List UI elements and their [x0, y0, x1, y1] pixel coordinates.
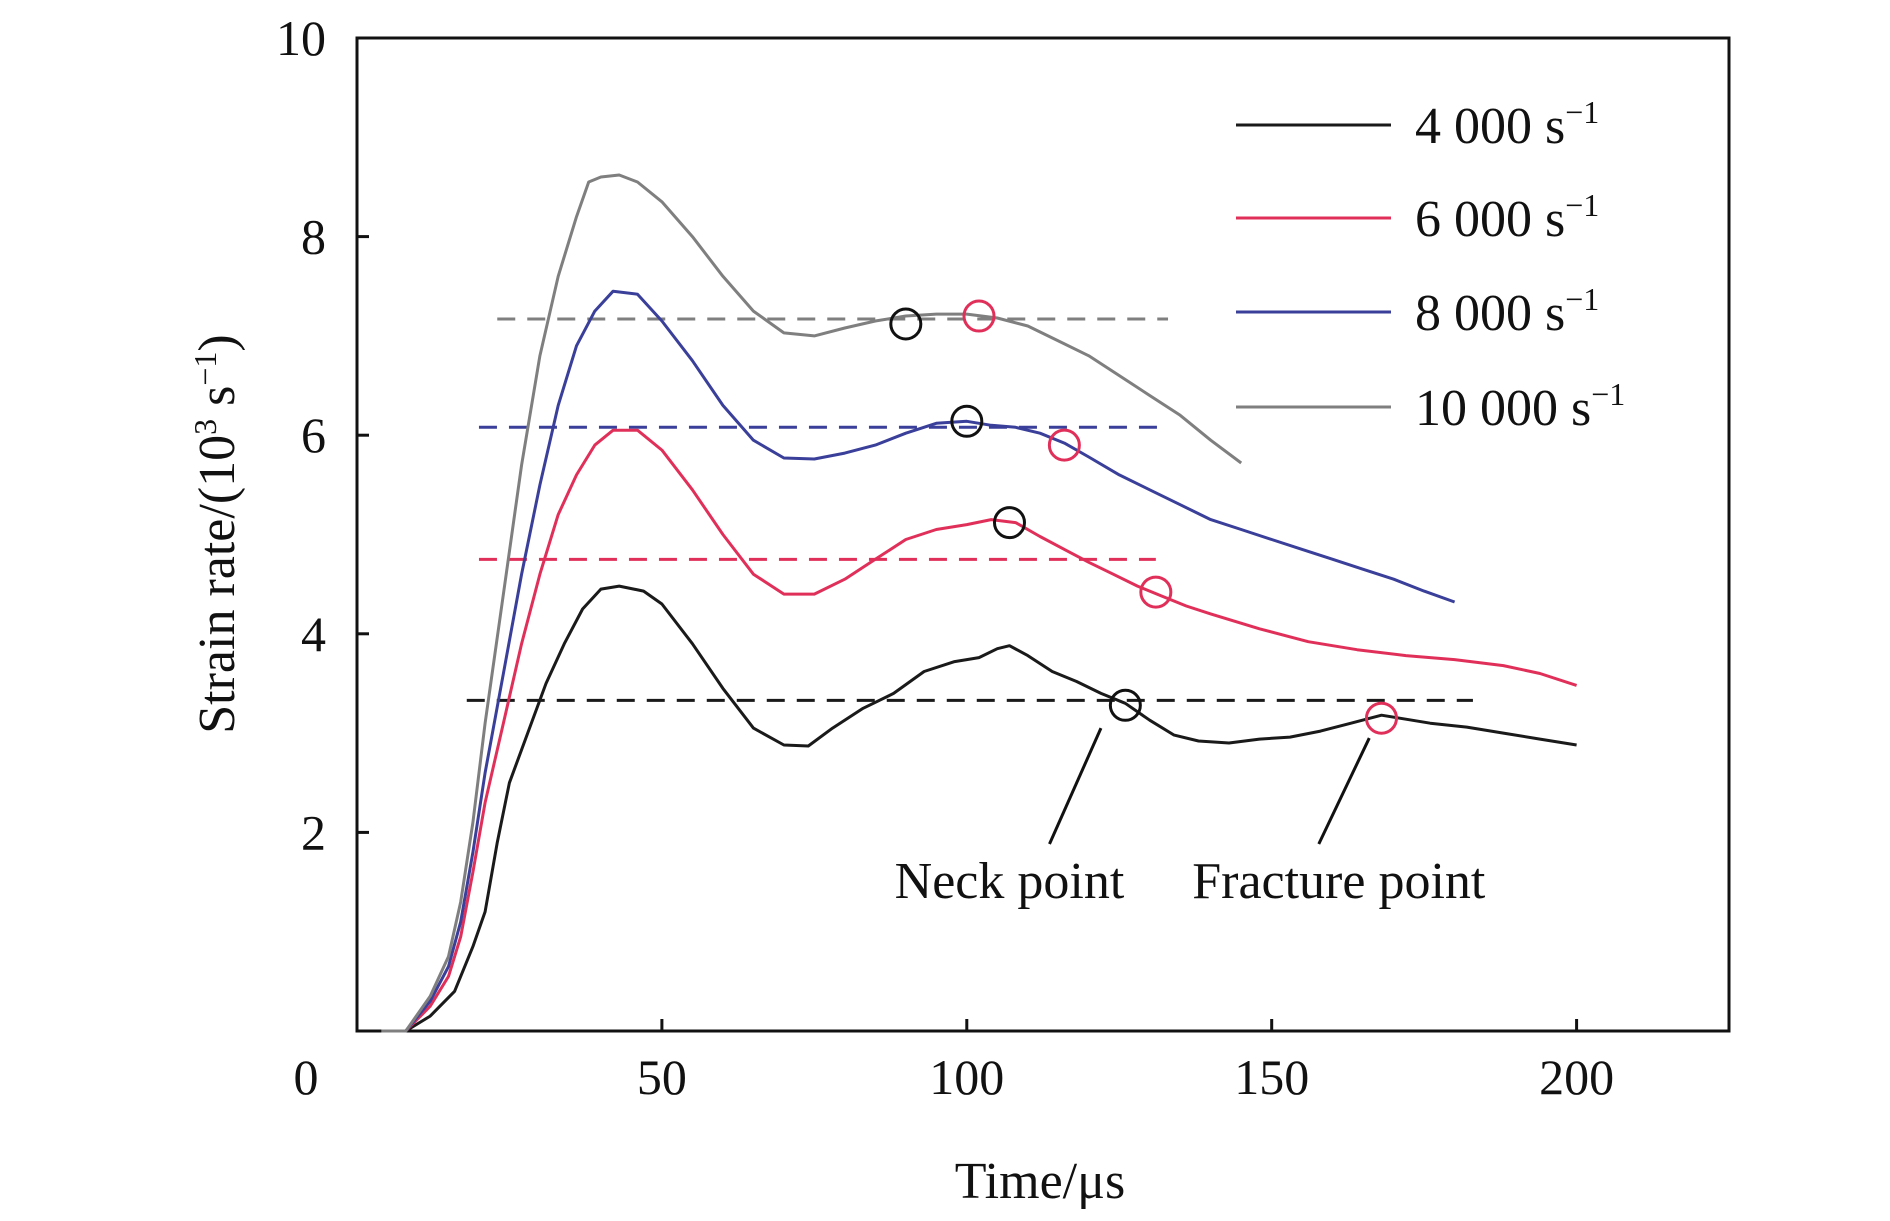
- annotations: Neck point Fracture point: [895, 727, 1486, 910]
- neck-point-marker-1: [1108, 688, 1142, 722]
- fracture-point-marker-3: [1047, 428, 1081, 462]
- x-tick-label-4: 150: [1234, 1049, 1309, 1105]
- fracture-point-marker-4: [962, 299, 996, 333]
- series-line-4: [381, 173, 1243, 1033]
- series-line-2: [381, 428, 1578, 1033]
- y-tick-label-5: 10: [276, 10, 326, 66]
- x-tick-label-5: 200: [1539, 1049, 1614, 1105]
- x-tick-label-3: 100: [929, 1049, 1004, 1105]
- x-axis-title: Time/μs: [955, 1153, 1125, 1210]
- annotation-label-1: Neck point: [895, 853, 1125, 910]
- series-lines: [381, 173, 1578, 1033]
- x-axis-ticks: 0 50 100 150 200: [294, 1019, 1614, 1105]
- annotation-leader-2: [1317, 737, 1371, 845]
- x-tick-label-1: 0: [294, 1049, 319, 1105]
- plot-frame: [355, 36, 1731, 1033]
- neck-point-marker-3: [950, 404, 984, 438]
- neck-point-marker-4: [889, 307, 923, 341]
- y-axis-title: Strain rate/(103 s−1): [187, 334, 246, 734]
- fracture-point-marker-2: [1139, 575, 1173, 609]
- annotation-leader-1: [1048, 727, 1103, 845]
- y-tick-label-1: 2: [301, 804, 326, 860]
- y-axis-title-end: ): [189, 334, 246, 351]
- legend-label-4: 10 000 s−1: [1415, 376, 1625, 437]
- y-tick-label-3: 6: [301, 407, 326, 463]
- fracture-point-marker-1: [1364, 701, 1398, 735]
- neck-point-marker-2: [992, 506, 1026, 540]
- series-line-3: [381, 289, 1456, 1033]
- y-axis-title-sup2: −1: [187, 352, 223, 386]
- annotation-label-2: Fracture point: [1192, 853, 1486, 910]
- y-axis-title-mid: s: [189, 386, 246, 419]
- x-tick-label-2: 50: [637, 1049, 687, 1105]
- series-line-1: [381, 584, 1577, 1033]
- y-axis-title-sup1: 3: [187, 419, 223, 435]
- y-tick-label-2: 4: [301, 606, 326, 662]
- legend-label-2: 6 000 s−1: [1415, 187, 1599, 248]
- dashed-reference-lines: [466, 317, 1473, 702]
- y-axis-ticks: 2 4 6 8 10: [276, 10, 369, 860]
- point-markers: [889, 299, 1398, 735]
- y-axis-title-base: Strain rate/(10: [189, 435, 246, 734]
- legend-label-3: 8 000 s−1: [1415, 281, 1599, 342]
- y-tick-label-4: 8: [301, 209, 326, 265]
- legend: 4 000 s−1 6 000 s−1 8 000 s−1 10 000 s−1: [1236, 94, 1625, 437]
- legend-label-1: 4 000 s−1: [1415, 94, 1599, 155]
